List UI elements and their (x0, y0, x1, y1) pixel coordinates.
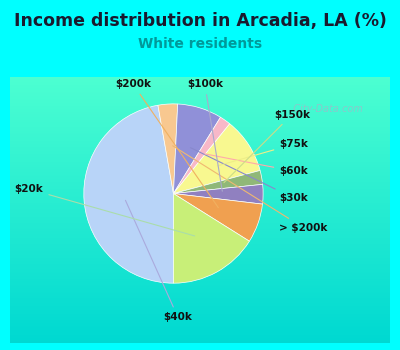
Text: $20k: $20k (15, 184, 195, 236)
Text: White residents: White residents (138, 37, 262, 51)
Text: > $200k: > $200k (173, 146, 328, 233)
Wedge shape (158, 104, 178, 194)
Wedge shape (174, 117, 230, 194)
Text: $75k: $75k (218, 139, 308, 166)
Wedge shape (174, 104, 220, 194)
Text: $150k: $150k (224, 110, 310, 183)
Text: Income distribution in Arcadia, LA (%): Income distribution in Arcadia, LA (%) (14, 12, 386, 30)
Text: $200k: $200k (115, 79, 218, 208)
Text: $60k: $60k (205, 154, 308, 176)
Text: $100k: $100k (187, 79, 223, 191)
Wedge shape (174, 124, 260, 194)
Wedge shape (84, 105, 174, 283)
Wedge shape (174, 194, 249, 283)
Text: $30k: $30k (190, 148, 308, 203)
Wedge shape (174, 170, 263, 194)
Wedge shape (174, 184, 263, 204)
Text: City-Data.com: City-Data.com (287, 104, 363, 114)
Text: $40k: $40k (126, 200, 192, 322)
Wedge shape (174, 194, 262, 241)
